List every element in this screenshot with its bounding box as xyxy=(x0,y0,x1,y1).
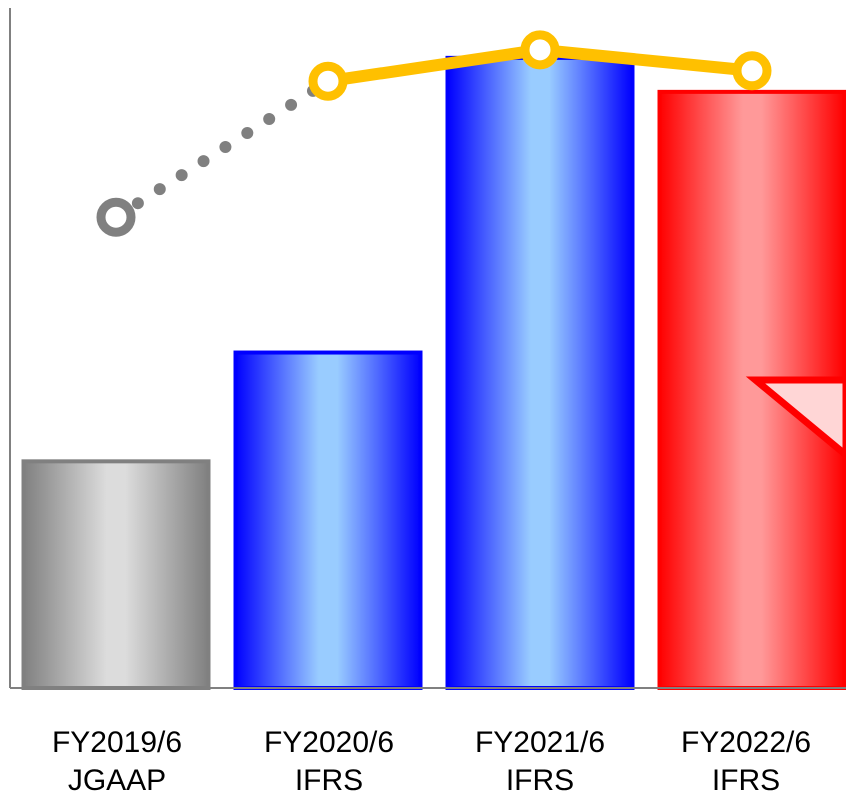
line-segment-0 xyxy=(116,81,328,217)
x-tick-label-1: FY2020/6 IFRS xyxy=(229,724,429,800)
x-tick-label-0: FY2019/6 JGAAP xyxy=(17,724,217,800)
x-tick-label-line2: IFRS xyxy=(229,762,429,800)
line-point-3 xyxy=(737,56,767,86)
x-tick-label-line2: IFRS xyxy=(440,762,640,800)
x-tick-label-line2: IFRS xyxy=(646,762,846,800)
x-tick-label-line1: FY2022/6 xyxy=(646,724,846,762)
bar-0 xyxy=(24,461,209,688)
x-tick-label-line2: JGAAP xyxy=(17,762,217,800)
x-tick-label-line1: FY2020/6 xyxy=(229,724,429,762)
bar-2 xyxy=(448,58,633,688)
bar-1 xyxy=(236,353,421,688)
x-tick-label-line1: FY2021/6 xyxy=(440,724,640,762)
line-point-1 xyxy=(313,66,343,96)
x-tick-label-3: FY2022/6 IFRS xyxy=(646,724,846,800)
bars-layer xyxy=(24,58,846,688)
x-tick-label-line1: FY2019/6 xyxy=(17,724,217,762)
line-point-0 xyxy=(101,202,131,232)
line-point-2 xyxy=(525,35,555,65)
x-tick-label-2: FY2021/6 IFRS xyxy=(440,724,640,800)
